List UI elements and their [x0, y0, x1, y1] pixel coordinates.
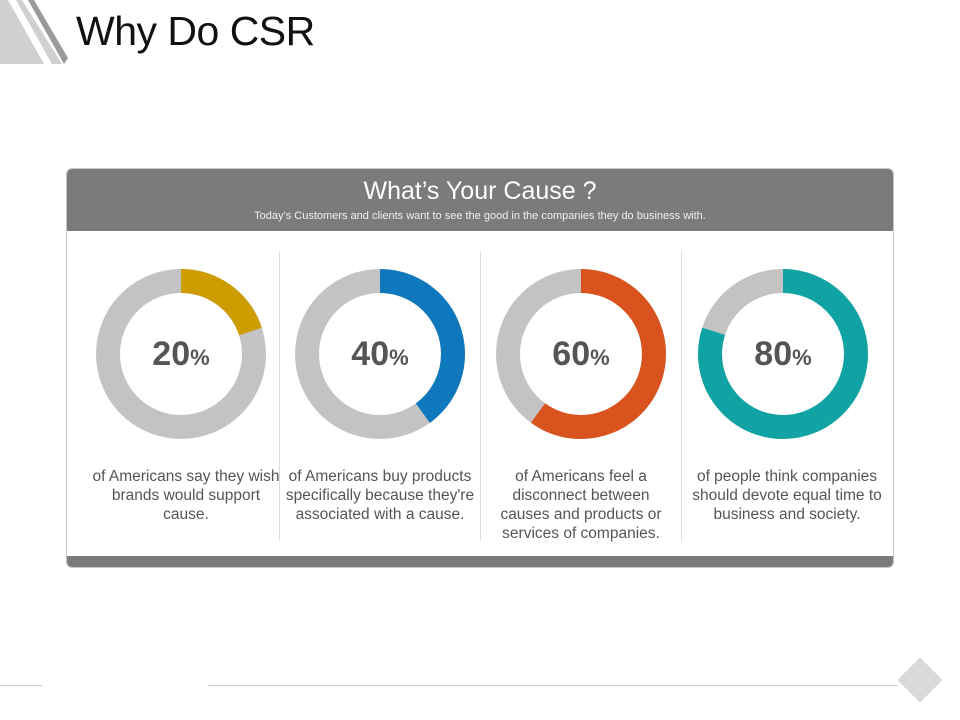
card-title: What’s Your Cause ? [363, 177, 597, 205]
donut-chart: 80% [698, 269, 868, 439]
donut-arc [496, 269, 666, 439]
cause-card: What’s Your Cause ? Today’s Customers an… [66, 168, 894, 568]
page-title: Why Do CSR [76, 8, 315, 54]
donut-caption: of Americans feel a disconnect between c… [500, 468, 662, 542]
card-subtitle: Today’s Customers and clients want to se… [254, 210, 706, 222]
donut-caption: of people think companies should devote … [692, 468, 882, 523]
donut-arc [96, 269, 266, 439]
column-divider [480, 251, 481, 541]
donut-arc [698, 269, 868, 439]
corner-decoration [0, 0, 68, 64]
donut-chart: 20% [96, 269, 266, 439]
percent-value: 80 [754, 334, 793, 373]
card-header: What’s Your Cause ? Today’s Customers an… [67, 169, 893, 231]
percent-sign: % [389, 345, 409, 370]
donut-value-label: 60% [496, 269, 666, 439]
donut-chart: 40% [295, 269, 465, 439]
donut-value-label: 80% [698, 269, 868, 439]
column-divider [279, 251, 280, 541]
donut-value-label: 40% [295, 269, 465, 439]
footer-line [0, 685, 42, 686]
donut-svg [295, 269, 465, 439]
card-footer-bar [67, 556, 893, 567]
donut-value-label: 20% [96, 269, 266, 439]
donut-caption: of Americans say they wish brands would … [92, 468, 280, 523]
donut-arc [295, 269, 465, 439]
percent-value: 60 [552, 334, 591, 373]
column-divider [681, 251, 682, 541]
donut-svg [496, 269, 666, 439]
diamond-decoration [897, 657, 943, 703]
donut-caption: of Americans buy products specifically b… [285, 468, 475, 523]
percent-value: 20 [152, 334, 191, 373]
percent-sign: % [792, 345, 812, 370]
donut-svg [698, 269, 868, 439]
percent-sign: % [590, 345, 610, 370]
donut-chart: 60% [496, 269, 666, 439]
donut-svg [96, 269, 266, 439]
percent-value: 40 [351, 334, 390, 373]
percent-sign: % [190, 345, 210, 370]
footer-line [208, 685, 898, 686]
